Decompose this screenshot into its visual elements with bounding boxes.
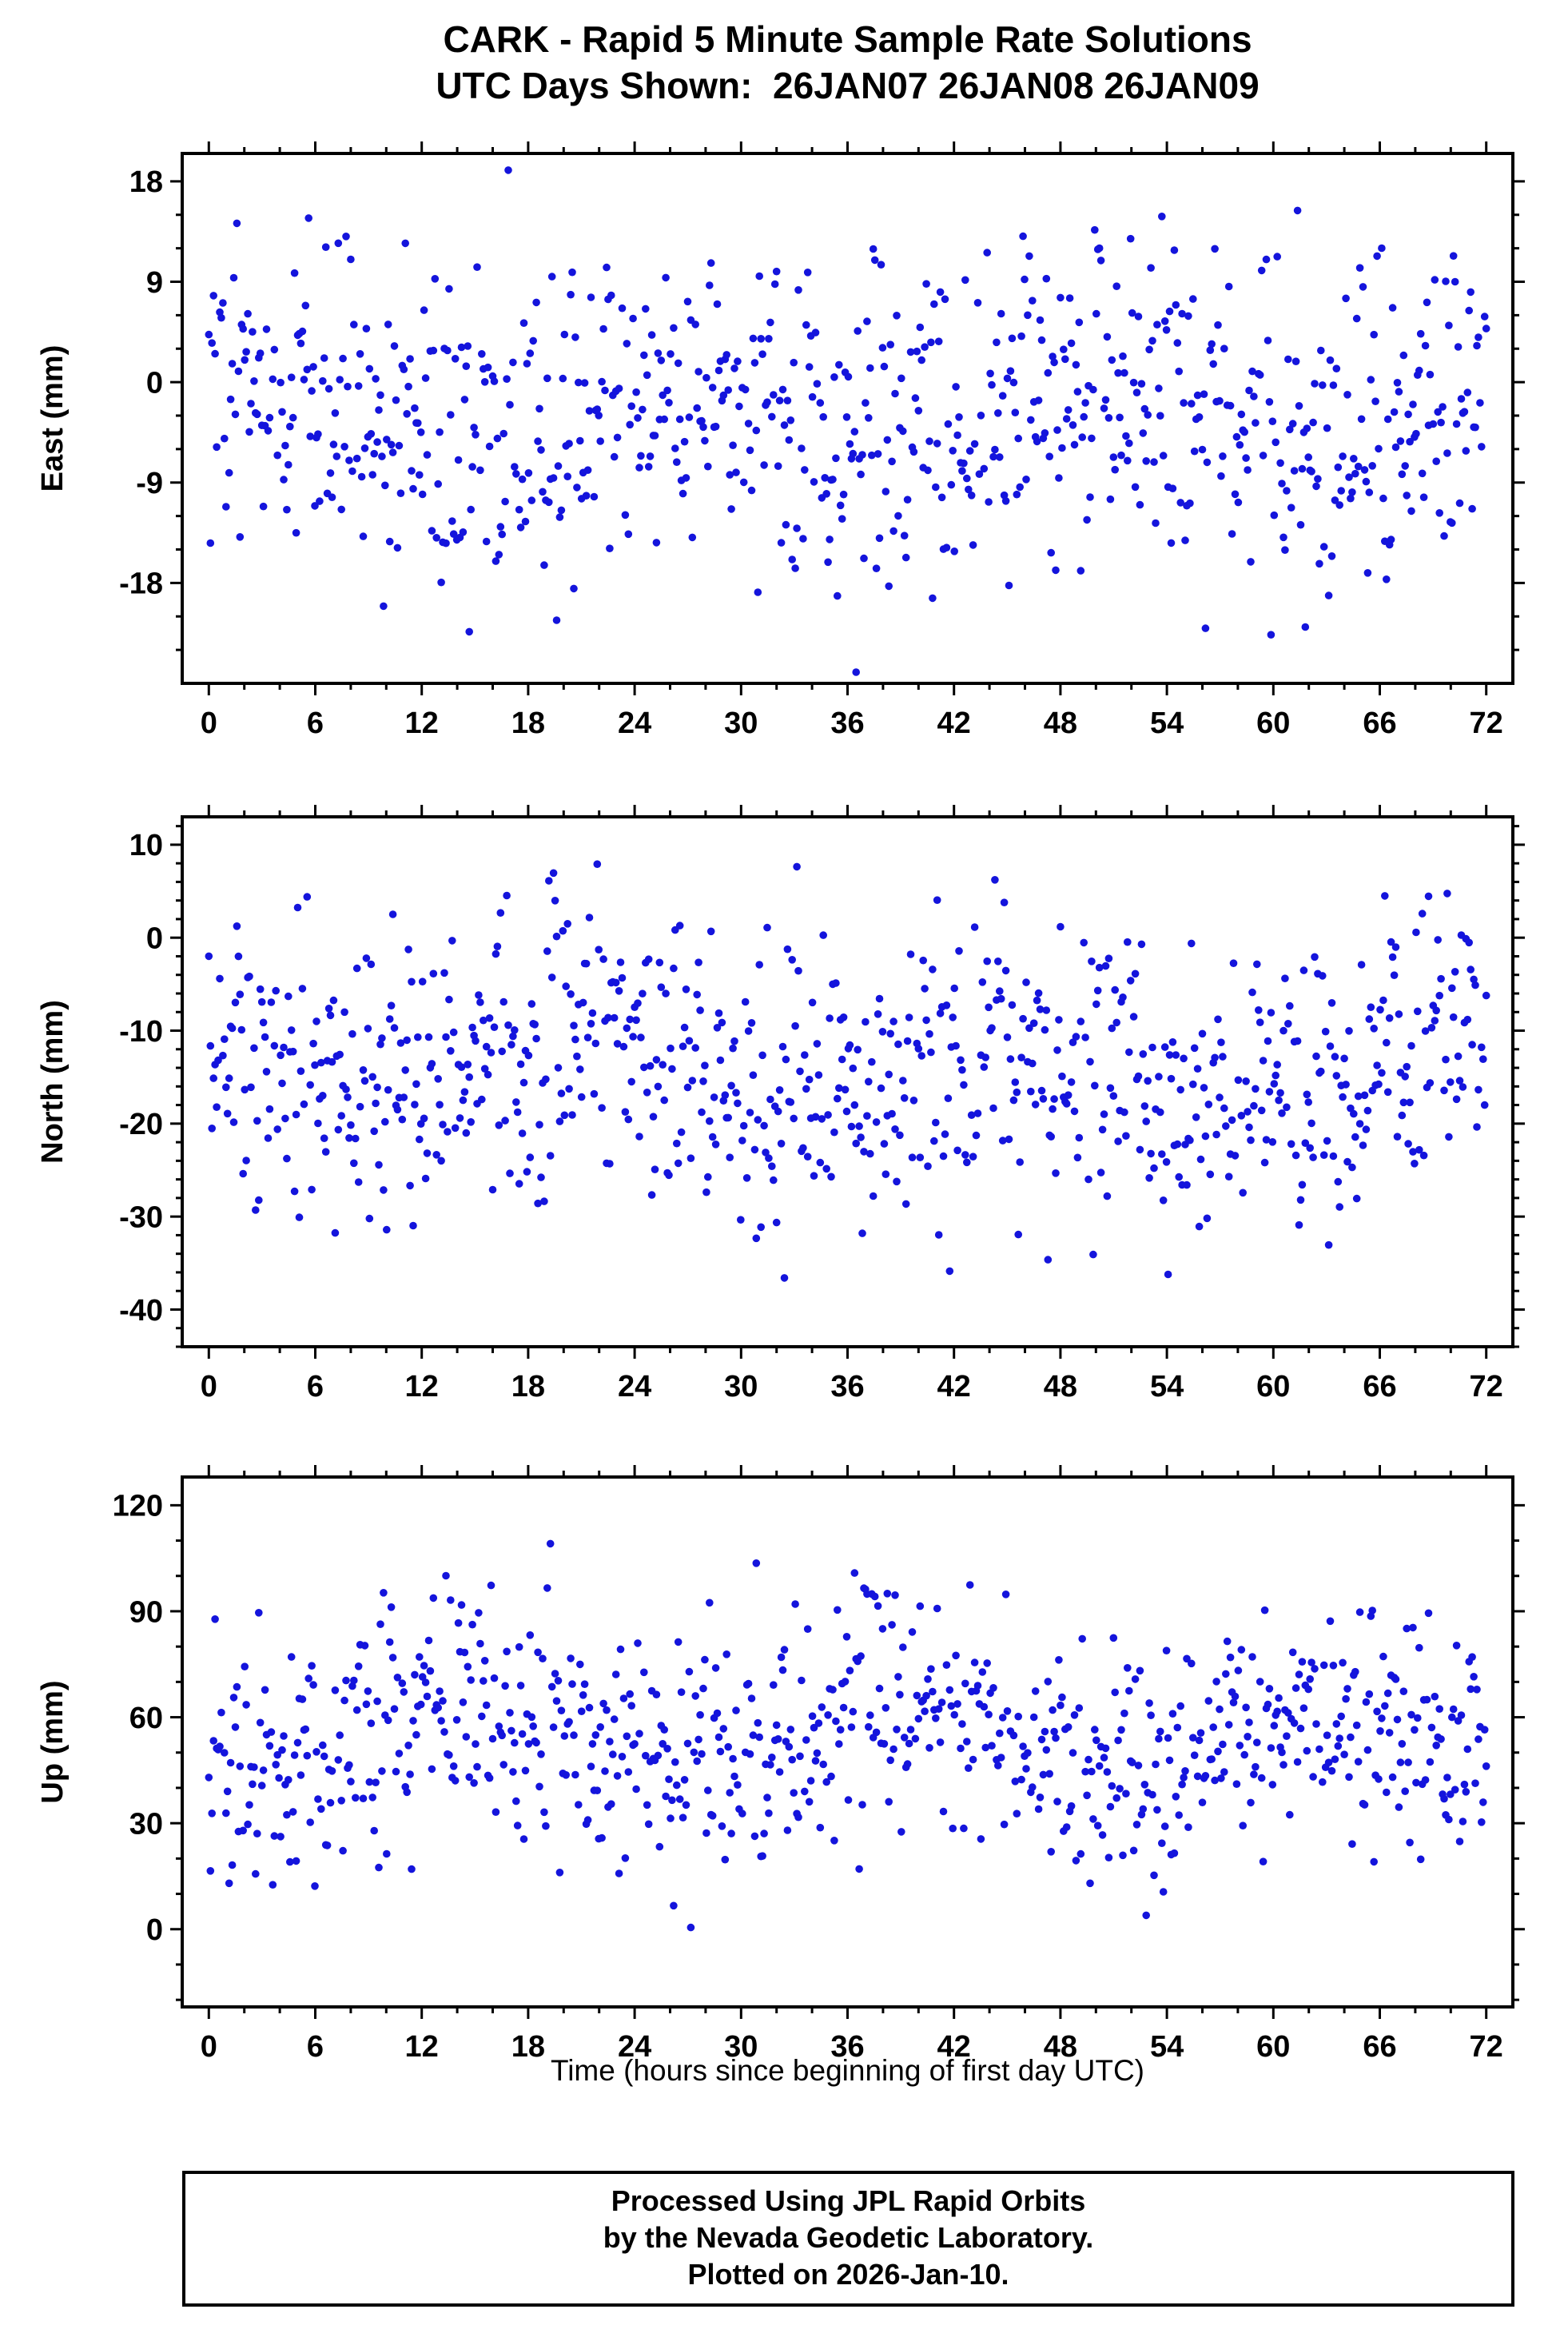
north-y-tick-labels: 10 0 -10 -20 -30 -40 — [119, 829, 163, 1328]
x-tick-label: 24 — [618, 2030, 651, 2064]
x-tick-label: 48 — [1044, 2030, 1077, 2064]
y-tick-label: 18 — [129, 165, 163, 199]
north-y-axis-title: North (mm) — [36, 1000, 70, 1164]
x-tick-label: 72 — [1470, 707, 1503, 740]
north-ticks — [170, 805, 1525, 1359]
y-tick-label: 0 — [146, 1913, 163, 1947]
east-ticks — [170, 141, 1525, 695]
x-tick-label: 72 — [1470, 1370, 1503, 1403]
footer-box: Processed Using JPL Rapid Orbits by the … — [182, 2171, 1514, 2307]
x-tick-label: 18 — [511, 2030, 545, 2064]
x-tick-label: 0 — [201, 2030, 217, 2064]
y-tick-label: 10 — [129, 829, 163, 862]
y-tick-label: -30 — [119, 1200, 163, 1234]
footer-line3: Plotted on 2026-Jan-10. — [687, 2258, 1009, 2291]
north-plot-frame — [181, 815, 1514, 1348]
x-tick-label: 18 — [511, 707, 545, 740]
x-tick-label: 36 — [830, 1370, 864, 1403]
east-y-axis-title: East (mm) — [36, 345, 70, 492]
x-tick-label: 60 — [1256, 1370, 1290, 1403]
y-tick-label: 30 — [129, 1807, 163, 1841]
y-tick-label: -40 — [119, 1294, 163, 1328]
y-tick-label: 60 — [129, 1702, 163, 1735]
x-tick-label: 30 — [724, 707, 758, 740]
x-tick-label: 66 — [1363, 2030, 1396, 2064]
east-y-tick-labels: 18 9 0 -9 -18 — [119, 165, 163, 600]
up-y-tick-labels: 120 90 60 30 0 — [113, 1490, 163, 1947]
plot-title-line2: UTC Days Shown: 26JAN07 26JAN08 26JAN09 — [436, 65, 1260, 106]
x-tick-label: 60 — [1256, 2030, 1290, 2064]
x-tick-label: 42 — [937, 707, 971, 740]
x-tick-label: 54 — [1150, 1370, 1184, 1403]
east-scatter-points — [205, 166, 1490, 676]
y-tick-label: 90 — [129, 1595, 163, 1629]
x-tick-label: 48 — [1044, 1370, 1077, 1403]
up-scatter-points — [205, 1539, 1490, 1932]
x-tick-label: 18 — [511, 1370, 545, 1403]
x-tick-label: 0 — [201, 1370, 217, 1403]
y-tick-label: 120 — [113, 1490, 163, 1523]
x-tick-label: 36 — [830, 2030, 864, 2064]
x-tick-label: 6 — [307, 2030, 324, 2064]
east-x-tick-labels: 0 6 12 18 24 30 36 42 48 54 60 66 72 — [201, 707, 1503, 740]
x-tick-label: 30 — [724, 1370, 758, 1403]
plot-title-line1: CARK - Rapid 5 Minute Sample Rate Soluti… — [443, 18, 1252, 60]
x-tick-label: 60 — [1256, 707, 1290, 740]
x-tick-label: 12 — [405, 2030, 439, 2064]
up-ticks — [170, 1465, 1525, 2019]
y-tick-label: 0 — [146, 922, 163, 956]
y-tick-label: 0 — [146, 366, 163, 400]
x-tick-label: 24 — [618, 1370, 651, 1403]
up-panel: 0 6 12 18 24 30 36 42 48 54 60 66 72 120 90 60 30 0 Up (mm… — [36, 1465, 1525, 2064]
x-tick-label: 12 — [405, 1370, 439, 1403]
x-tick-label: 24 — [618, 707, 651, 740]
x-tick-label: 48 — [1044, 707, 1077, 740]
x-tick-label: 30 — [724, 2030, 758, 2064]
north-x-tick-labels: 0 6 12 18 24 30 36 42 48 54 60 66 72 — [201, 1370, 1503, 1403]
x-tick-label: 36 — [830, 707, 864, 740]
x-tick-label: 6 — [307, 1370, 324, 1403]
y-tick-label: -18 — [119, 567, 163, 601]
x-tick-label: 0 — [201, 707, 217, 740]
x-tick-label: 54 — [1150, 707, 1184, 740]
x-tick-label: 66 — [1363, 707, 1396, 740]
y-tick-label: -20 — [119, 1108, 163, 1141]
up-plot-frame — [181, 1475, 1514, 2009]
up-y-axis-title: Up (mm) — [36, 1680, 70, 1803]
x-tick-label: 12 — [405, 707, 439, 740]
east-panel: 0 6 12 18 24 30 36 42 48 54 60 66 72 18 9 0 -9 -18 East (m… — [36, 141, 1525, 740]
x-tick-label: 42 — [937, 1370, 971, 1403]
x-axis-label: Time (hours since beginning of first day… — [550, 2054, 1145, 2087]
x-tick-label: 72 — [1470, 2030, 1503, 2064]
x-tick-label: 54 — [1150, 2030, 1184, 2064]
north-scatter-points — [205, 860, 1490, 1282]
x-tick-label: 66 — [1363, 1370, 1396, 1403]
footer-line1: Processed Using JPL Rapid Orbits — [611, 2184, 1086, 2217]
up-x-tick-labels: 0 6 12 18 24 30 36 42 48 54 60 66 72 — [201, 2030, 1503, 2064]
north-panel: 0 6 12 18 24 30 36 42 48 54 60 66 72 10 0 -10 -20 -30 -40 N… — [36, 805, 1525, 1403]
east-plot-frame — [181, 152, 1514, 685]
y-tick-label: -10 — [119, 1015, 163, 1049]
footer-line2: by the Nevada Geodetic Laboratory. — [603, 2221, 1094, 2254]
y-tick-label: 9 — [146, 266, 163, 300]
x-tick-label: 42 — [937, 2030, 971, 2064]
x-tick-label: 6 — [307, 707, 324, 740]
y-tick-label: -9 — [136, 467, 163, 500]
